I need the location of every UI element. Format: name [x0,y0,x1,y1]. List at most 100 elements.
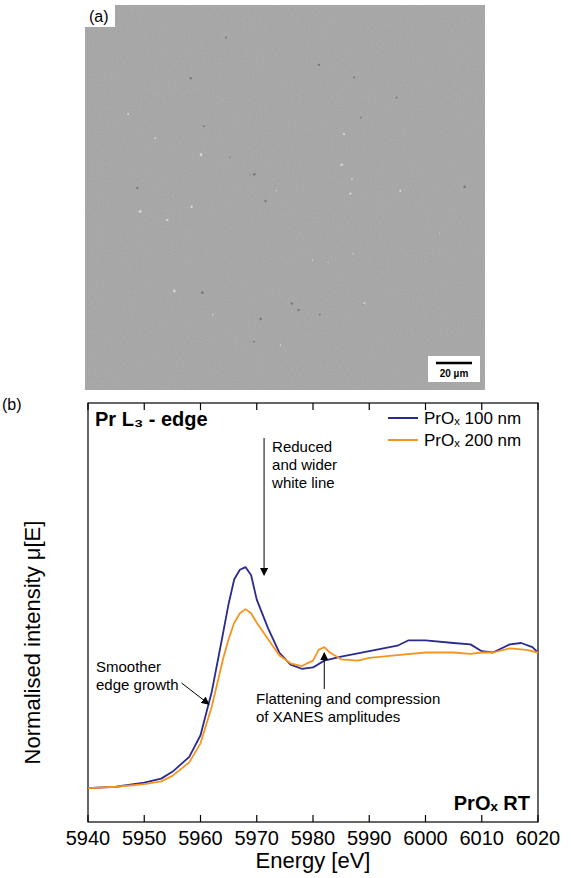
panel-label: (b) [2,396,22,413]
x-tick-label: 5990 [347,827,392,849]
sem-speckle [250,174,251,175]
sem-speckle [276,190,277,191]
sem-speckle [363,303,366,306]
x-tick-label: 5980 [291,827,336,849]
sem-speckle [201,291,204,294]
scale-bar-label: 20 µm [440,368,469,379]
x-tick-label: 5950 [122,827,167,849]
x-tick [200,815,201,822]
panel-a: (a) 20 µm [85,5,485,390]
sem-speckle [439,232,440,233]
annotation-line: Flattening and compression [256,690,440,707]
legend-label: PrOₓ 100 nm [424,409,521,428]
sem-speckle [340,163,343,166]
panel-label-box [85,5,115,27]
annotation-line: of XANES amplitudes [256,708,400,725]
x-tick-label: 5940 [66,827,111,849]
panel-b: (b) 5940 5950 5960 5970 5980 5990 6000 6010 6020 E… [2,396,560,873]
plot-frame [88,403,538,822]
sem-speckle [327,262,328,263]
sem-speckle [318,64,320,66]
annotation-line: and wider [272,456,337,473]
sem-speckle [229,156,231,158]
sem-speckle [225,36,227,38]
sem-speckle [127,113,129,115]
x-tick [87,815,88,822]
sem-speckle [253,341,255,343]
x-tick-top [87,403,88,410]
x-tick [369,815,370,822]
figure: (a) 20 µm (b) 5940 5950 5960 5970 5980 5990 6000 6… [0,0,571,878]
panel-label: (a) [89,8,109,25]
sem-speckle [463,186,466,189]
x-tick-label: 5960 [178,827,223,849]
annotation-arrow [264,438,265,575]
sem-speckle [349,192,351,194]
sem-speckle [363,302,366,305]
sem-speckle [343,133,345,135]
annotation-line: Reduced [272,438,332,455]
series-line [88,567,538,788]
sem-texture [85,5,485,390]
annotation-line: Smoother [96,658,161,675]
sem-speckle [351,178,353,180]
scale-bar-box [428,356,480,382]
sem-speckle [319,314,321,316]
annotation: PrOₓ RT [454,792,530,814]
sem-image [85,5,485,390]
sem-speckle [190,206,192,208]
legend-swatch [388,417,418,419]
sem-speckle [264,200,266,202]
annotation: Flattening and compressionof XANES ampli… [256,690,440,725]
x-tick [144,815,145,822]
x-axis-title: Energy [eV] [256,848,371,873]
plot-lines [88,567,538,788]
x-tick-top [537,403,538,410]
x-tick [425,815,426,822]
x-tick [312,815,313,822]
sem-speckle [312,260,313,261]
sem-speckle [253,173,256,176]
sem-speckle [136,187,139,190]
sem-speckle [212,314,214,316]
sem-speckle [352,253,354,255]
sem-speckle [139,210,142,213]
annotation-line: white line [271,474,335,491]
x-tick-label: 6020 [516,827,561,849]
x-tick-top [312,403,313,410]
sem-speckle [297,309,299,311]
annotation-arrow [324,653,325,689]
annotation-arrow [182,683,209,704]
legend-swatch [388,439,418,441]
sem-speckle [190,77,192,79]
x-tick-label: 6010 [460,827,505,849]
sem-speckle [353,76,355,78]
x-tick [537,815,538,822]
sem-speckle [396,96,398,98]
sem-speckle [173,290,176,293]
y-axis-title: Normalised intensity μ[E] [20,521,45,765]
sem-speckle [291,302,294,305]
annotation-line: edge growth [96,676,179,693]
series-line [88,609,538,788]
scale-bar [436,362,472,365]
x-tick-top [256,403,257,410]
annotation: Reducedand widerwhite line [271,438,337,491]
x-tick [481,815,482,822]
annotation: Smootheredge growth [96,658,179,693]
sem-speckle [399,190,401,192]
x-tick-label: 6000 [403,827,448,849]
x-tick-top [369,403,370,410]
sem-speckle [203,125,205,127]
sem-speckle [200,153,203,156]
sem-speckle [360,117,362,119]
x-tick-label: 5970 [235,827,280,849]
sem-speckle [154,137,156,139]
sem-speckle [280,344,282,346]
sem-speckle [259,318,262,321]
annotation-line: PrOₓ RT [454,792,530,814]
chart-title: Pr L₃ - edge [95,408,208,430]
legend-label: PrOₓ 200 nm [424,431,521,450]
sem-speckle [166,219,168,221]
x-tick [256,815,257,822]
